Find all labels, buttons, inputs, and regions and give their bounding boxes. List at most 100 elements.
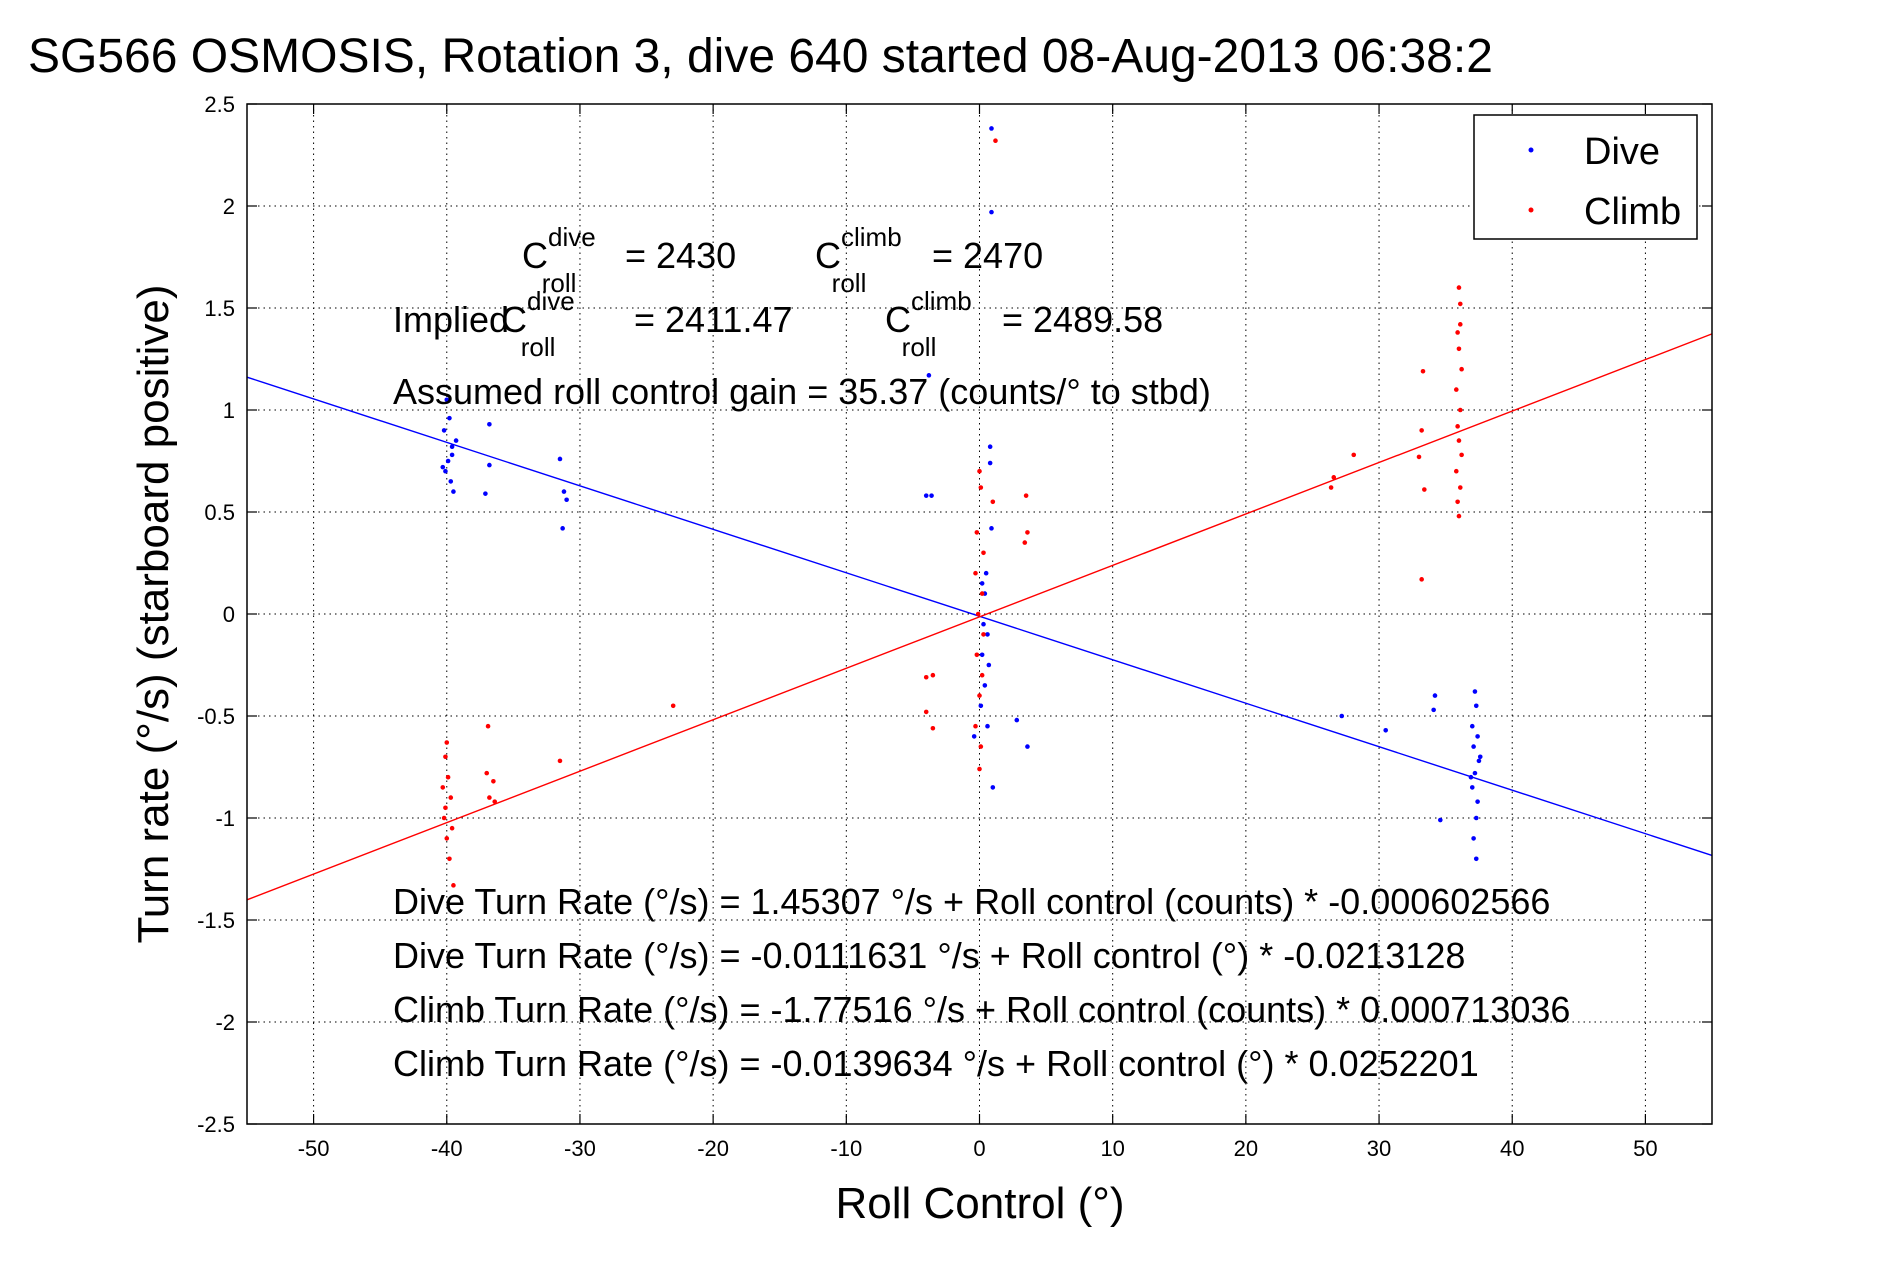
point-dive	[1014, 717, 1020, 723]
point-dive	[1431, 707, 1436, 713]
point-climb	[451, 883, 456, 888]
y-tick-label: -2	[215, 1010, 235, 1035]
point-climb	[670, 703, 676, 709]
legend-entry-dive: Dive	[1584, 131, 1660, 173]
data-points	[440, 126, 1483, 888]
chart-title: SG566 OSMOSIS, Rotation 3, dive 640 star…	[28, 30, 1493, 83]
implied-c-roll-climb-value: = 2489.58	[1002, 299, 1163, 340]
point-climb	[1025, 530, 1030, 535]
fit-equations: Dive Turn Rate (°/s) = 1.45307 °/s + Rol…	[393, 881, 1570, 1084]
point-climb	[974, 530, 980, 535]
x-axis-label: Roll Control (°)	[836, 1179, 1125, 1228]
point-dive	[979, 581, 985, 586]
point-climb	[1457, 301, 1463, 307]
y-tick-label: -1.5	[197, 908, 235, 933]
point-dive	[1469, 723, 1475, 729]
gain-annotation: Assumed roll control gain = 35.37 (count…	[393, 371, 1211, 412]
point-dive	[1432, 693, 1438, 698]
point-climb	[557, 758, 563, 764]
point-dive	[441, 428, 447, 433]
x-tick-label: 20	[1234, 1136, 1258, 1161]
point-dive	[1472, 770, 1478, 776]
point-climb	[1351, 452, 1357, 458]
point-climb	[979, 591, 985, 596]
y-tick-label: -1	[215, 806, 235, 831]
point-climb	[1420, 368, 1426, 374]
point-climb	[1455, 499, 1460, 505]
point-climb	[979, 672, 985, 678]
point-climb	[1328, 485, 1334, 490]
point-climb	[981, 632, 986, 637]
point-dive	[987, 460, 993, 466]
point-climb	[1455, 424, 1460, 429]
x-tick-label: 40	[1500, 1136, 1524, 1161]
point-dive	[1471, 744, 1476, 749]
point-dive	[444, 397, 450, 403]
equation-dive-degrees: Dive Turn Rate (°/s) = -0.0111631 °/s + …	[393, 935, 1465, 976]
point-climb	[973, 570, 978, 576]
point-climb	[444, 740, 450, 745]
point-dive	[453, 438, 459, 443]
point-dive	[564, 497, 569, 503]
point-dive	[449, 452, 455, 458]
point-dive	[1339, 713, 1345, 719]
point-dive	[1469, 785, 1475, 790]
point-climb	[930, 672, 936, 678]
point-dive	[1475, 799, 1480, 804]
x-tick-label: -30	[564, 1136, 596, 1161]
point-dive	[1476, 758, 1482, 764]
point-climb	[1457, 407, 1463, 413]
point-climb	[1419, 577, 1424, 582]
point-climb	[973, 723, 978, 729]
point-dive	[923, 493, 929, 498]
point-climb	[487, 795, 492, 800]
point-dive	[978, 703, 984, 709]
axis-ticks: -50 -40 -30 -20 -10 0 10 20 30 40 50-2.5-2-1.5-1-0…	[197, 92, 1712, 1161]
point-climb	[484, 770, 490, 776]
point-climb	[1459, 452, 1464, 458]
point-dive	[929, 493, 934, 498]
y-tick-label: -2.5	[197, 1112, 235, 1137]
point-climb	[485, 723, 491, 729]
point-dive	[445, 458, 451, 464]
point-climb	[445, 774, 451, 780]
point-climb	[923, 709, 929, 715]
point-dive	[1477, 754, 1483, 760]
x-tick-label: -20	[697, 1136, 729, 1161]
point-climb	[1457, 485, 1463, 490]
implied-c-roll-dive-value: = 2411.47	[634, 299, 793, 340]
legend: Dive Climb	[1473, 114, 1698, 240]
point-dive	[989, 526, 994, 531]
point-dive	[987, 444, 993, 450]
y-tick-label: 0	[223, 602, 235, 627]
point-climb	[978, 485, 984, 490]
point-dive	[560, 526, 565, 531]
point-dive	[447, 415, 452, 421]
point-dive	[451, 489, 456, 494]
point-dive	[1475, 734, 1480, 739]
point-climb	[492, 799, 498, 804]
point-dive	[985, 723, 990, 729]
implied-label: Implied	[393, 299, 509, 340]
equation-climb-counts: Climb Turn Rate (°/s) = -1.77516 °/s + R…	[393, 989, 1570, 1030]
point-climb	[1453, 387, 1459, 392]
point-climb	[1456, 438, 1462, 443]
legend-marker-climb	[1528, 207, 1534, 213]
c-roll-annotations: Cdive roll = 2430 Cclimb roll = 2470 Impli…	[393, 222, 1211, 412]
point-dive	[985, 632, 990, 637]
point-climb	[1457, 322, 1463, 327]
point-climb	[1331, 475, 1337, 480]
equation-dive-counts: Dive Turn Rate (°/s) = 1.45307 °/s + Rol…	[393, 881, 1550, 922]
point-dive	[983, 570, 989, 576]
point-climb	[447, 856, 452, 862]
point-dive	[440, 464, 446, 470]
c-roll-climb-value: = 2470	[932, 235, 1043, 276]
point-climb	[930, 725, 936, 731]
y-tick-label: 1	[223, 398, 235, 423]
fit-lines	[246, 333, 1713, 901]
point-dive	[971, 734, 977, 739]
point-climb	[981, 550, 986, 556]
point-climb	[1455, 330, 1460, 335]
point-dive	[979, 652, 985, 658]
